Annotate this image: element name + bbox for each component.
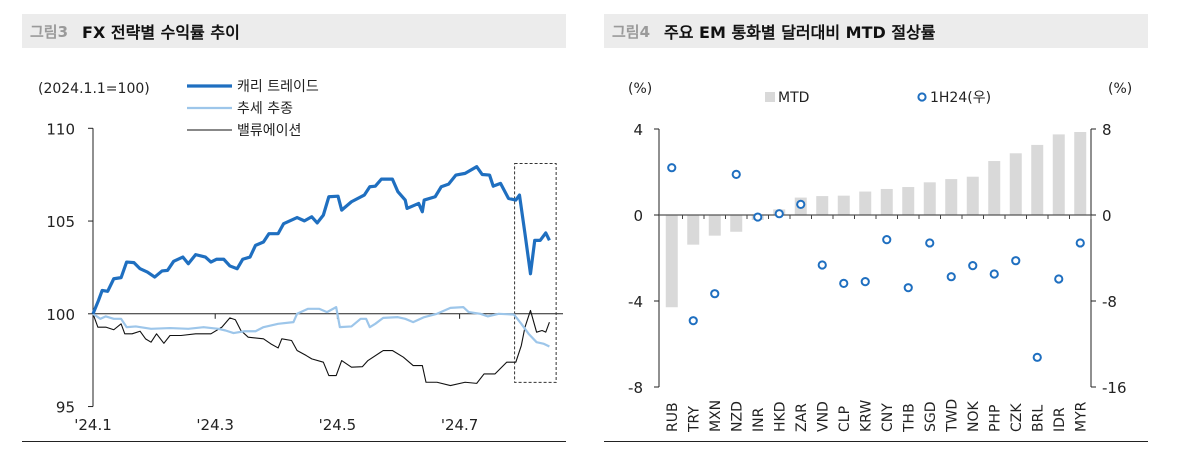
category-label: CLP [837, 406, 853, 432]
left-y-tick-label: -4 [628, 293, 643, 311]
dot-KRW [860, 277, 870, 287]
category-label: SGD [923, 401, 939, 432]
legend-label: 1H24(우) [930, 90, 991, 106]
category-label: KRW [858, 400, 874, 432]
figure-number: 그림3 [30, 22, 69, 41]
dot-IDR [1054, 274, 1064, 284]
series-line-1 [92, 306, 550, 348]
category-label: INR [751, 407, 767, 432]
bar-SGD [923, 182, 936, 215]
unit-note: (2024.1.1=100) [38, 81, 150, 97]
bar-KRW [859, 191, 872, 215]
x-tick-label: '24.3 [196, 416, 234, 434]
bar-BRL [1031, 144, 1044, 215]
bar-THB [902, 187, 915, 215]
right-y-tick-label: 8 [1102, 121, 1112, 139]
dot-HKD [774, 209, 784, 219]
dot-VND [817, 260, 827, 270]
dot-THB [903, 283, 913, 293]
figure-title: FX 전략별 수익률 추이 [82, 23, 240, 42]
bar-NOK [966, 176, 979, 215]
dot-CLP [839, 278, 849, 288]
category-label: THB [901, 403, 917, 433]
legend-label: 캐리 트레이드 [237, 79, 319, 95]
dot-BRL [1032, 352, 1042, 362]
series-line-2 [92, 309, 550, 387]
legend-label: 추세 추종 [237, 101, 293, 117]
dot-CZK [1011, 256, 1021, 266]
dot-CNY [882, 235, 892, 245]
bar-CZK [1009, 153, 1022, 215]
y-tick-label: 100 [46, 306, 75, 324]
category-label: CZK [1009, 403, 1025, 432]
category-label: MXN [708, 400, 724, 432]
left-y-tick-label: -8 [628, 379, 643, 397]
category-label: RUB [665, 402, 681, 432]
dot-TWD [946, 272, 956, 282]
divider [22, 441, 566, 442]
dot-RUB [667, 163, 677, 173]
bar-VND [816, 196, 829, 215]
bar-MXN [708, 215, 721, 236]
category-label: MYR [1073, 401, 1089, 432]
bar-TWD [945, 179, 958, 215]
category-label: TRY [686, 406, 702, 433]
bar-NZD [730, 215, 743, 232]
figure-title: 주요 EM 통화별 달러대비 MTD 절상률 [664, 23, 936, 42]
bar-MYR [1074, 132, 1087, 215]
right-y-tick-label: -8 [1102, 293, 1117, 311]
y-tick-label: 110 [46, 120, 75, 138]
right-figure-title-bar: 그림4 주요 EM 통화별 달러대비 MTD 절상률 [604, 14, 1148, 48]
dot-ZAR [796, 199, 806, 209]
category-label: HKD [772, 402, 788, 433]
category-label: NZD [729, 401, 745, 432]
legend-label: MTD [778, 90, 809, 106]
y-tick-label: 95 [56, 399, 75, 417]
dot-NOK [968, 261, 978, 271]
x-tick-label: '24.1 [74, 416, 112, 434]
left-y-tick-label: 4 [633, 121, 643, 139]
divider [604, 441, 1148, 442]
bar-RUB [665, 215, 678, 308]
dot-TRY [688, 316, 698, 326]
left-figure-title-bar: 그림3 FX 전략별 수익률 추이 [22, 14, 566, 48]
figure-number: 그림4 [612, 22, 651, 41]
right-y-tick-label: -16 [1102, 379, 1127, 397]
category-label: BRL [1030, 405, 1046, 432]
bar-TRY [687, 215, 700, 245]
category-label: CNY [880, 403, 896, 432]
highlight-box [514, 163, 557, 383]
dot-PHP [989, 269, 999, 279]
legend-swatch-mtd [765, 92, 775, 102]
dot-MXN [710, 289, 720, 299]
bar-IDR [1052, 134, 1065, 215]
category-label: NOK [966, 401, 982, 432]
legend-label: 밸류에이션 [237, 123, 301, 139]
legend-swatch-1h24 [917, 92, 927, 102]
category-label: VND [815, 401, 831, 432]
left-y-tick-label: 0 [633, 207, 643, 225]
y-tick-label: 105 [46, 213, 75, 231]
category-label: IDR [1052, 407, 1068, 432]
dot-SGD [925, 238, 935, 248]
category-label: ZAR [794, 403, 810, 432]
category-label: TWD [944, 399, 960, 433]
category-label: PHP [987, 405, 1003, 432]
bar-CNY [880, 188, 893, 215]
x-tick-label: '24.7 [441, 416, 479, 434]
left-unit: (%) [628, 81, 652, 97]
x-tick-label: '24.5 [319, 416, 357, 434]
dot-MYR [1075, 238, 1085, 248]
bar-CLP [837, 195, 850, 215]
series-line-0 [91, 165, 551, 315]
bar-PHP [988, 161, 1001, 215]
right-y-tick-label: 0 [1102, 207, 1112, 225]
dot-NZD [731, 169, 741, 179]
right-unit: (%) [1108, 81, 1132, 97]
dot-INR [753, 212, 763, 222]
